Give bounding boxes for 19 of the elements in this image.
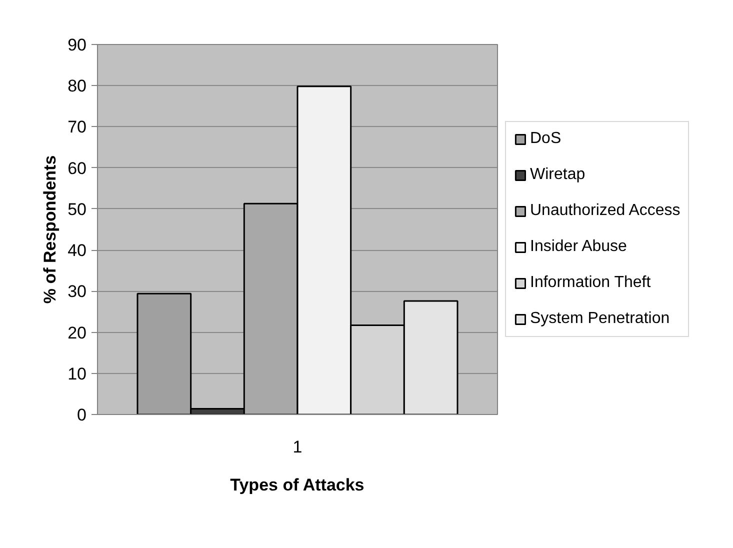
legend-label: Information Theft	[530, 274, 651, 292]
legend-label: DoS	[530, 130, 562, 148]
legend-label: System Penetration	[530, 310, 670, 328]
y-axis-title: % of Respondents	[40, 155, 60, 304]
y-tick-label: 40	[68, 241, 87, 260]
y-tick-label: 0	[77, 406, 87, 424]
legend-label: Wiretap	[530, 166, 586, 184]
y-tick-label: 30	[68, 282, 87, 302]
legend-label: Insider Abuse	[530, 238, 627, 256]
legend-label: Unauthorized Access	[530, 202, 680, 220]
x-axis-title: Types of Attacks	[230, 476, 364, 494]
y-tick-label: 10	[68, 364, 87, 384]
y-tick-label: 90	[68, 36, 87, 54]
y-tick-label: 50	[68, 200, 87, 219]
y-tick-label: 20	[68, 323, 87, 342]
y-tick-label: 70	[68, 118, 87, 137]
x-tick-label: 1	[292, 438, 302, 456]
y-tick-label: 80	[68, 76, 87, 96]
y-tick-label: 60	[68, 158, 87, 178]
